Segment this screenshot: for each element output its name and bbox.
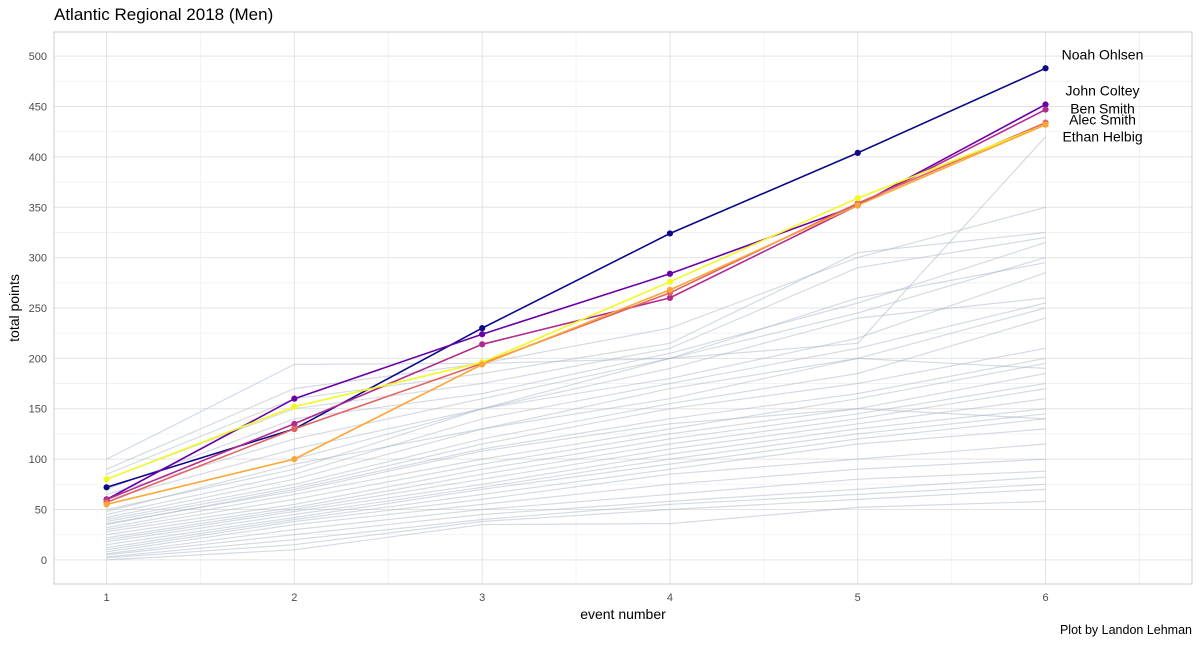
background-series-line [106, 347, 1046, 523]
series-point [291, 455, 298, 463]
series-point [479, 361, 486, 368]
background-series-line [106, 317, 1046, 521]
x-tick-label: 5 [855, 592, 861, 604]
background-series-line [106, 236, 1046, 480]
series-point [103, 501, 110, 508]
background-series-line [106, 357, 1046, 513]
y-tick-label: 0 [41, 555, 47, 567]
y-tick-label: 400 [29, 152, 47, 164]
series-point [291, 403, 298, 410]
background-series-line [106, 206, 1046, 470]
background-series-line [106, 408, 1046, 541]
background-series-line [106, 136, 1046, 460]
x-tick-label: 1 [104, 592, 110, 604]
background-series-line [106, 443, 1046, 551]
y-tick-label: 100 [29, 454, 47, 466]
x-tick-label: 3 [479, 592, 485, 604]
background-series-line [106, 257, 1046, 495]
series-line [106, 123, 1046, 480]
background-series-line [106, 307, 1046, 519]
background-series-line [106, 476, 1046, 556]
x-tick-label: 6 [1042, 592, 1048, 604]
series-end-label: Ben Smith [1070, 101, 1135, 117]
series-line [106, 67, 1046, 489]
series-point [1042, 121, 1049, 128]
series-point [666, 294, 674, 302]
series-point [1042, 65, 1049, 72]
background-series-line [106, 483, 1046, 558]
series-end-label: John Coltey [1066, 83, 1140, 99]
series-end-label: Ethan Helbig [1062, 129, 1142, 145]
x-axis-title: event number [580, 606, 666, 622]
panel-border [53, 31, 1193, 585]
y-tick-labels: 0 50 100 150 200 250 300 350 400 450 500 [29, 51, 47, 567]
series-point [666, 230, 674, 237]
background-series-line [106, 262, 1046, 500]
y-tick-label: 200 [29, 353, 47, 365]
background-series-line [106, 470, 1046, 555]
series-point [666, 270, 674, 277]
series-end-label: Noah Ohlsen [1062, 46, 1144, 62]
background-series-line [106, 231, 1046, 475]
y-tick-label: 450 [29, 102, 47, 114]
series-end-label: Alec Smith [1069, 112, 1136, 128]
series-point [479, 325, 486, 332]
series-point [103, 484, 110, 491]
series-point [291, 395, 298, 402]
series-line [106, 123, 1046, 506]
background-series-line [106, 241, 1046, 490]
background-series-line [106, 500, 1046, 561]
plot-caption: Plot by Landon Lehman [1059, 623, 1192, 637]
background-series-line [106, 362, 1046, 529]
background-series-line [106, 488, 1046, 559]
chart-title: Atlantic Regional 2018 (Men) [54, 5, 274, 24]
series-point [666, 278, 674, 285]
background-series-line [106, 418, 1046, 546]
x-tick-label: 2 [291, 592, 297, 604]
y-tick-label: 50 [35, 504, 47, 516]
background-series-line [106, 408, 1046, 525]
series-point [854, 195, 861, 202]
series-point [1042, 101, 1049, 108]
background-series [106, 136, 1046, 561]
y-tick-label: 250 [29, 303, 47, 315]
series-point [479, 331, 486, 338]
highlight-series [106, 67, 1046, 506]
x-tick-labels: 1 2 3 4 5 6 [104, 592, 1049, 604]
series-point [291, 420, 298, 427]
background-series-line [106, 413, 1046, 543]
series-point [666, 286, 674, 293]
series-point [854, 149, 861, 156]
series-line [106, 121, 1046, 504]
series-point [103, 476, 110, 483]
background-series-line [106, 458, 1046, 553]
series-point [1042, 106, 1049, 113]
background-series-line [106, 297, 1046, 511]
y-axis-title: total points [6, 274, 22, 342]
background-series-line [106, 357, 1046, 526]
y-tick-label: 150 [29, 404, 47, 416]
series-point [479, 341, 486, 348]
background-series-line [106, 428, 1046, 549]
series-point [291, 425, 298, 432]
highlight-points [103, 65, 1049, 508]
background-series-line [106, 382, 1046, 533]
background-series-line [106, 302, 1046, 516]
y-tick-label: 500 [29, 51, 47, 63]
x-tick-label: 4 [667, 592, 673, 604]
background-series-line [106, 388, 1046, 536]
y-tick-label: 350 [29, 202, 47, 214]
y-tick-label: 300 [29, 253, 47, 265]
background-series-line [106, 372, 1046, 531]
background-series-line [106, 398, 1046, 539]
series-point [854, 202, 861, 209]
